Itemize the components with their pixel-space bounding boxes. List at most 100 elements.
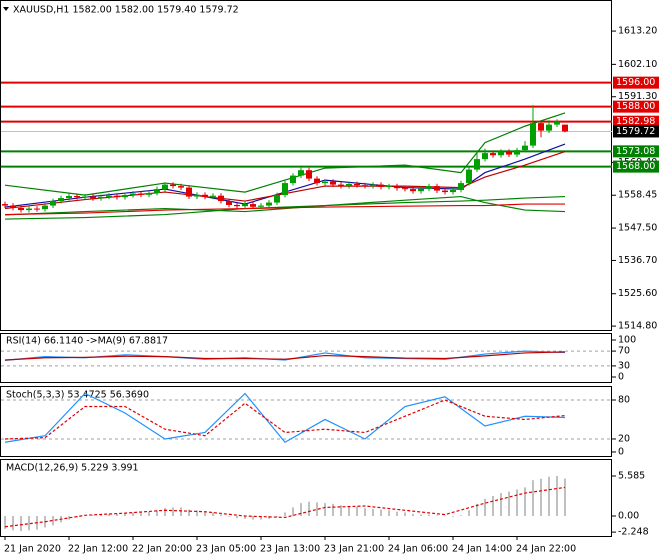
candle-body xyxy=(434,186,440,191)
candle-body xyxy=(482,153,488,160)
y-tick-label: -2.248 xyxy=(618,527,649,538)
indicator-line xyxy=(4,112,566,196)
candle-body xyxy=(202,194,208,197)
candle-body xyxy=(210,195,216,197)
candle-body xyxy=(418,188,424,192)
candle-body xyxy=(194,194,200,197)
candle-body xyxy=(306,170,312,179)
level-box xyxy=(613,145,659,158)
candle-body xyxy=(258,205,264,207)
symbol-title: XAUUSD,H1 1582.00 1582.00 1579.40 1579.7… xyxy=(13,5,239,16)
candle-body xyxy=(402,188,408,190)
stoch-title: Stoch(5,3,3) 53.4725 56.3690 xyxy=(6,390,149,401)
candle-body xyxy=(170,184,176,187)
candle-body xyxy=(74,195,80,198)
x-tick-label: 24 Jan 06:00 xyxy=(388,544,448,555)
y-tick-label: 80 xyxy=(618,394,630,405)
candle-body xyxy=(474,159,480,170)
candle-body xyxy=(122,195,128,198)
candle-body xyxy=(146,192,152,195)
level-label: 1568.00 xyxy=(616,161,655,172)
candle-body xyxy=(10,205,16,208)
x-tick-label: 22 Jan 12:00 xyxy=(68,544,128,555)
candle-body xyxy=(522,145,528,151)
y-tick-label: 100 xyxy=(618,334,636,345)
candle-body xyxy=(322,181,328,184)
indicator-line xyxy=(4,195,566,216)
candle-body xyxy=(530,123,536,146)
y-tick-label: 1536.70 xyxy=(618,255,657,266)
y-tick-label: 1558.45 xyxy=(618,190,657,201)
candle-body xyxy=(514,150,520,155)
candle-body xyxy=(274,195,280,203)
candle-body xyxy=(450,189,456,193)
x-tick-label: 23 Jan 05:00 xyxy=(196,544,256,555)
candle-body xyxy=(50,201,56,206)
candle-body xyxy=(490,153,496,156)
candle-body xyxy=(378,184,384,187)
x-tick-label: 23 Jan 21:00 xyxy=(324,544,384,555)
current-price-label: 1579.72 xyxy=(616,126,655,137)
candle-body xyxy=(546,124,552,131)
y-tick-label: 70 xyxy=(618,346,630,357)
candle-body xyxy=(290,175,296,184)
candle-body xyxy=(562,124,568,132)
candle-body xyxy=(34,208,40,210)
macd-title: MACD(12,26,9) 5.229 3.991 xyxy=(6,463,139,474)
candle-body xyxy=(138,193,144,195)
candle-body xyxy=(442,190,448,193)
candle-body xyxy=(354,183,360,186)
y-tick-label: 1525.60 xyxy=(618,288,657,299)
stoch-panel xyxy=(0,386,612,457)
candle-body xyxy=(506,151,512,155)
candle-body xyxy=(106,195,112,197)
candle-body xyxy=(226,201,232,205)
candle-body xyxy=(218,195,224,202)
x-tick-label: 22 Jan 20:00 xyxy=(132,544,192,555)
candle-body xyxy=(426,186,432,189)
x-tick-label: 21 Jan 2020 xyxy=(4,544,61,555)
x-tick-label: 23 Jan 13:00 xyxy=(260,544,320,555)
candle-body xyxy=(554,121,560,125)
candle-body xyxy=(538,123,544,131)
candle-body xyxy=(90,196,96,199)
candle-body xyxy=(314,178,320,184)
y-tick-label: 1591.30 xyxy=(618,91,657,102)
macd-panel xyxy=(0,459,612,537)
level-box xyxy=(613,76,659,89)
candle-body xyxy=(58,198,64,202)
main-panel xyxy=(0,0,612,331)
candle-body xyxy=(298,170,304,176)
y-tick-label: 20 xyxy=(618,433,630,444)
candle-body xyxy=(234,204,240,207)
rsi-panel xyxy=(0,333,612,383)
level-label: 1588.00 xyxy=(616,101,655,112)
y-tick-label: 30 xyxy=(618,360,630,371)
y-tick-label: 0 xyxy=(618,372,624,383)
menu-arrow[interactable] xyxy=(3,7,9,11)
candle-body xyxy=(66,195,72,199)
candle-body xyxy=(346,183,352,187)
candle-body xyxy=(330,181,336,185)
indicator-line xyxy=(4,486,566,528)
candle-body xyxy=(498,151,504,156)
current-price-box xyxy=(613,125,659,138)
indicator-line xyxy=(4,195,566,220)
candle-body xyxy=(178,186,184,188)
candle-body xyxy=(362,185,368,187)
candle-body xyxy=(266,202,272,206)
candle-body xyxy=(2,204,8,206)
level-box xyxy=(613,115,659,128)
candle-body xyxy=(242,204,248,207)
y-tick-label: 1602.10 xyxy=(618,59,657,70)
candle-body xyxy=(42,205,48,210)
candle-body xyxy=(114,195,120,198)
candle-body xyxy=(410,189,416,192)
candle-body xyxy=(386,186,392,188)
candle-body xyxy=(458,183,464,190)
level-label: 1596.00 xyxy=(616,77,655,88)
indicator-line xyxy=(4,351,566,361)
rsi-title: RSI(14) 66.1140 ->MA(9) 67.8817 xyxy=(6,336,168,347)
